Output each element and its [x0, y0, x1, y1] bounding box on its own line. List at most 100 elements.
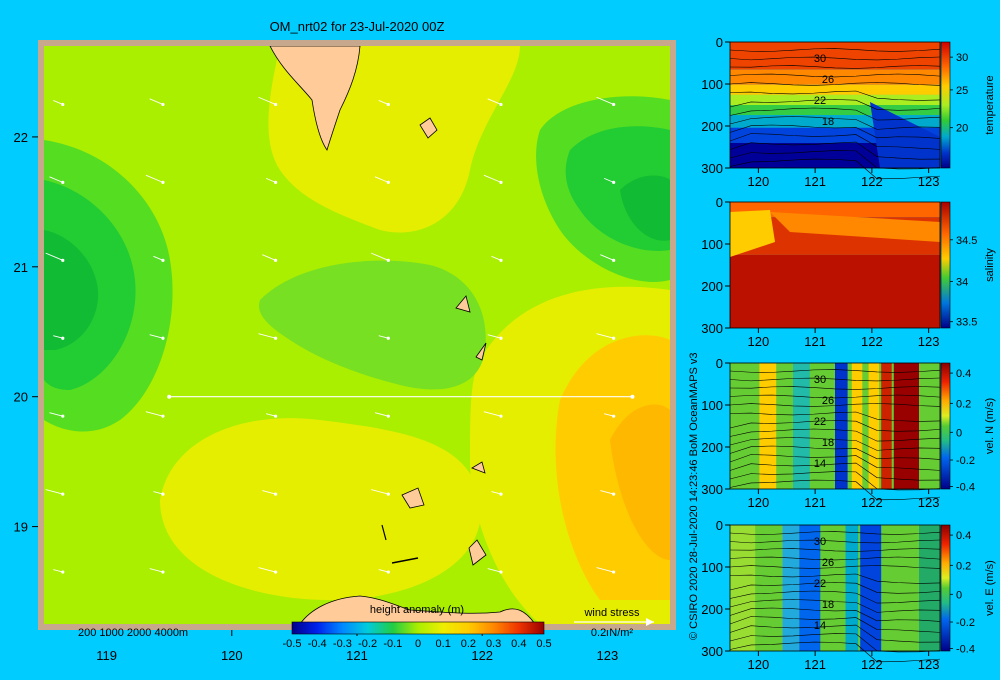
- section-contour: [729, 471, 941, 491]
- section-x-tick-label: 121: [804, 334, 826, 349]
- colorbar-tick-label: 0.1: [436, 638, 451, 650]
- wind-arrow: [596, 96, 614, 105]
- wind-arrow: [258, 96, 276, 105]
- wind-arrow-tip: [61, 570, 65, 574]
- wind-arrow-tip: [61, 258, 65, 262]
- colorbar-tick-label: -0.5: [283, 638, 302, 650]
- section-y-tick-label: 300: [701, 482, 723, 497]
- section-colorbar-tick-label: 20: [956, 123, 968, 135]
- section-colorbar-tick-label: 0.4: [956, 530, 971, 542]
- section-fill: [730, 84, 940, 95]
- section-fill: [881, 363, 892, 489]
- section-contour: [729, 599, 941, 613]
- colorbar-tick-label: 0.3: [486, 638, 501, 650]
- wind-arrow: [45, 252, 63, 261]
- height-colorbar: [291, 621, 545, 635]
- section-contour: [729, 548, 941, 552]
- wind-arrow: [483, 411, 502, 417]
- section-colorbar-tick-label: 34: [956, 276, 968, 288]
- wind-arrow: [153, 255, 164, 261]
- map-panel: 119 120 121 122 123 22 21 20 19 200 1000 2000 40…: [14, 40, 676, 663]
- wind-arrow: [262, 490, 276, 495]
- wind-arrow-tip: [499, 336, 503, 340]
- wind-arrow: [149, 98, 164, 105]
- section-contour: [729, 73, 941, 78]
- island: [391, 557, 419, 564]
- section-colorbar: [940, 41, 951, 169]
- taiwan-land: [269, 46, 361, 151]
- wind-arrow: [491, 255, 502, 261]
- section-contour: [729, 428, 941, 442]
- section-x-tick-label: 122: [861, 174, 883, 189]
- section-fill: [770, 212, 940, 242]
- section-contour: [729, 616, 941, 633]
- wind-arrow: [265, 177, 276, 183]
- wind-arrow: [53, 569, 63, 573]
- wind-arrow: [487, 568, 502, 573]
- section-contour: [729, 82, 941, 86]
- contour-label: 30: [814, 374, 826, 386]
- section-contour: [729, 411, 941, 422]
- section-contour: [729, 56, 941, 61]
- wind-arrow: [604, 413, 614, 417]
- wind-arrow: [53, 100, 63, 105]
- section-panel-sal: 120 121 122 123 0 100 200 300 34.5 34 33.5 salinity: [701, 195, 996, 349]
- section-contour: [729, 641, 941, 663]
- section-fill: [730, 42, 940, 70]
- island: [471, 461, 486, 474]
- section-panel-ve: 30 26 22 18 14 120 121 122 123 0 100 200 300 0.4 0.2 0 -…: [701, 518, 996, 672]
- section-contour: [729, 420, 941, 432]
- contour-label: 30: [814, 536, 826, 548]
- section-y-tick-label: 0: [716, 195, 723, 210]
- section-contour: [729, 141, 941, 160]
- wind-arrow-tip: [61, 336, 65, 340]
- wind-arrow: [49, 412, 63, 417]
- map-y-tick-label: 22: [14, 130, 28, 145]
- section-colorbar-tick-label: 34.5: [956, 235, 977, 247]
- section-x-tick-label: 121: [804, 495, 826, 510]
- colorbar-tick-label: -0.1: [383, 638, 402, 650]
- wind-arrow: [374, 412, 389, 417]
- section-x-tick-label: 123: [918, 174, 940, 189]
- section-contour: [729, 65, 941, 69]
- wind-arrow: [596, 333, 614, 339]
- section-y-tick-label: 0: [716, 518, 723, 533]
- wind-arrow-tip: [386, 180, 390, 184]
- section-contour: [729, 479, 941, 501]
- wind-arrow-tip: [612, 258, 616, 262]
- colorbar-label: height anomaly (m): [370, 604, 464, 616]
- wind-arrow: [378, 100, 389, 105]
- section-fill: [759, 363, 777, 489]
- section-contour: [729, 624, 941, 643]
- luzon-land: [299, 595, 536, 624]
- section-x-tick-label: 122: [861, 495, 883, 510]
- section-fill: [845, 525, 859, 651]
- wind-arrow-tip: [612, 102, 616, 107]
- section-fill: [893, 363, 919, 489]
- section-colorbar-tick-label: 25: [956, 85, 968, 97]
- wind-arrow: [49, 176, 63, 183]
- contour-label: 22: [814, 416, 826, 428]
- section-contour: [729, 454, 941, 471]
- section-contour: [729, 582, 941, 594]
- section-contour: [729, 158, 941, 180]
- section-contour: [729, 150, 941, 170]
- section-y-tick-label: 300: [701, 644, 723, 659]
- wind-arrow-tip: [61, 102, 65, 107]
- section-fill: [782, 525, 800, 651]
- colorbar-tick-label: 0: [415, 638, 421, 650]
- contour-label: 26: [822, 74, 834, 86]
- wind-arrow-tip: [612, 570, 616, 574]
- section-panel-temp: 30 26 22 18 120 121 122 123 0 100 200 300 30 25 20 temp…: [701, 35, 996, 189]
- section-contour: [729, 590, 941, 604]
- wind-arrow-tip: [499, 570, 503, 574]
- section-fill: [793, 363, 810, 489]
- wind-arrow: [596, 567, 614, 573]
- island: [475, 342, 487, 361]
- section-contour: [729, 437, 941, 451]
- section-fill: [730, 210, 775, 257]
- section-fill: [730, 105, 940, 116]
- section-y-tick-label: 100: [701, 398, 723, 413]
- section-y-tick-label: 0: [716, 356, 723, 371]
